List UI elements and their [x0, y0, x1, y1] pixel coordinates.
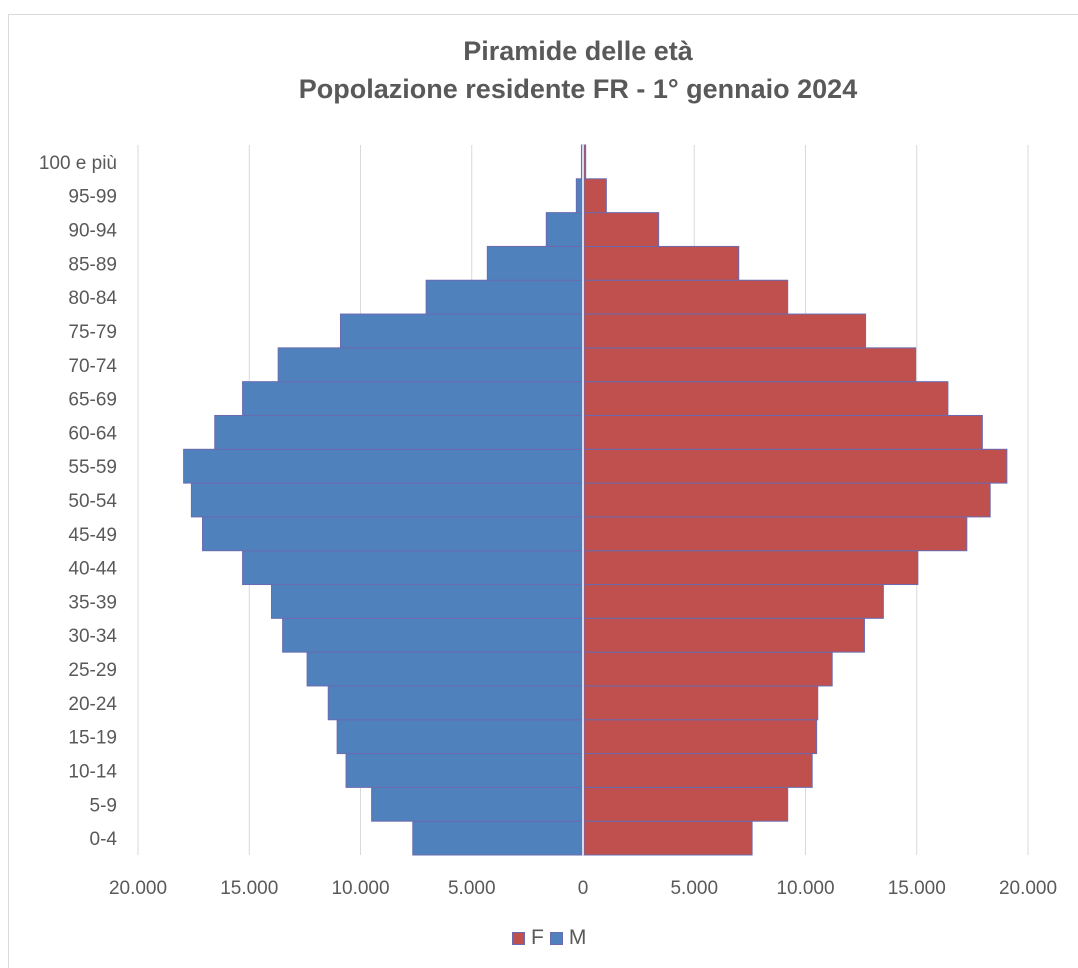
y-tick-label: 10-14: [68, 761, 117, 782]
y-tick-label: 0-4: [90, 829, 118, 850]
bar-m-50-54: [190, 482, 583, 518]
bar-m-25-29: [306, 651, 583, 687]
bar-f-90-94: [583, 212, 660, 247]
legend-item-m: M: [549, 926, 587, 950]
legend-item-f: F: [512, 926, 544, 950]
bar-m-30-34: [282, 617, 583, 653]
bar-m-40-44: [242, 550, 583, 586]
bar-m-60-64: [214, 414, 583, 450]
bar-f-35-39: [583, 584, 884, 619]
chart-subtitle: Popolazione residente FR - 1° gennaio 20…: [298, 74, 858, 104]
bar-m-80-84: [425, 279, 583, 315]
bar-f-30-34: [583, 617, 865, 653]
bar-f-55-59: [583, 448, 1008, 484]
x-tick-label: 5.000: [670, 878, 718, 899]
bar-m-15-19: [336, 719, 583, 755]
bar-f-50-54: [583, 482, 991, 518]
bar-f-45-49: [583, 516, 968, 552]
bar-m-85-89: [486, 245, 583, 281]
y-tick-label: 60-64: [68, 423, 117, 444]
bar-m-75-79: [339, 313, 583, 349]
bar-m-100-e-più: [580, 144, 583, 180]
y-tick-label: 70-74: [68, 356, 117, 377]
x-tick-label: 20.000: [999, 878, 1057, 899]
bar-m-95-99: [575, 178, 583, 214]
legend-swatch-f: [512, 931, 525, 945]
y-tick-label: 80-84: [68, 288, 117, 309]
x-tick-label: 15.000: [888, 878, 946, 899]
y-tick-label: 20-24: [68, 694, 117, 715]
chart-title-block: Piramide delle età Popolazione residente…: [0, 32, 1078, 108]
x-tick-label: 0: [578, 878, 589, 899]
bar-m-45-49: [202, 516, 583, 552]
bar-m-20-24: [327, 685, 583, 721]
bar-f-10-14: [583, 753, 813, 788]
y-tick-label: 40-44: [68, 559, 117, 580]
bar-f-80-84: [583, 279, 789, 315]
y-tick-label: 90-94: [68, 221, 117, 242]
bar-f-60-64: [583, 414, 983, 450]
bar-f-95-99: [583, 178, 607, 214]
y-tick-label: 100 e più: [39, 153, 117, 174]
x-axis-labels: 20.000 15.000 10.000 5.000 0 5.000 10.000 15.00…: [109, 878, 1057, 899]
bar-m-90-94: [545, 212, 583, 247]
bar-m-5-9: [371, 786, 583, 822]
legend-swatch-m: [549, 931, 563, 945]
x-tick-label: 10.000: [331, 878, 389, 899]
y-tick-label: 35-39: [68, 592, 117, 613]
legend-label-m: M: [568, 926, 587, 949]
bar-f-100-e-più: [583, 144, 587, 180]
y-tick-label: 30-34: [68, 626, 117, 647]
y-tick-label: 45-49: [68, 525, 117, 546]
y-tick-label: 75-79: [68, 322, 117, 343]
y-tick-label: 55-59: [68, 457, 117, 478]
x-tick-label: 15.000: [220, 878, 278, 899]
chart-title: Piramide delle età: [463, 36, 693, 66]
y-tick-label: 5-9: [90, 795, 117, 816]
y-tick-label: 65-69: [68, 390, 117, 411]
bar-f-85-89: [583, 245, 740, 281]
bar-f-5-9: [583, 786, 789, 822]
bar-f-25-29: [583, 651, 833, 687]
y-tick-label: 15-19: [68, 728, 117, 749]
bar-f-40-44: [583, 550, 919, 586]
x-tick-label: 5.000: [448, 878, 496, 899]
x-tick-label: 20.000: [109, 878, 167, 899]
bar-m-70-74: [277, 347, 583, 383]
bar-m-65-69: [242, 381, 583, 416]
bar-f-70-74: [583, 347, 917, 383]
bar-f-65-69: [583, 381, 949, 416]
y-tick-label: 25-29: [68, 660, 117, 681]
bar-m-10-14: [345, 753, 583, 788]
legend: F M: [512, 925, 586, 951]
bars: [183, 144, 1008, 856]
y-axis-labels: 0-4 5-9 10-14 15-19 20-24 25-29 30-34 35-39 40-4…: [39, 153, 118, 850]
legend-label-f: F: [531, 926, 544, 949]
bar-m-55-59: [183, 448, 583, 484]
y-tick-label: 50-54: [68, 491, 117, 512]
y-tick-label: 95-99: [68, 187, 117, 208]
x-tick-label: 10.000: [776, 878, 834, 899]
bar-f-20-24: [583, 685, 819, 721]
bar-m-35-39: [271, 584, 583, 619]
y-tick-label: 85-89: [68, 254, 117, 275]
bar-f-0-4: [583, 820, 753, 856]
bar-m-0-4: [412, 820, 583, 856]
bar-f-75-79: [583, 313, 867, 349]
bar-f-15-19: [583, 719, 818, 755]
